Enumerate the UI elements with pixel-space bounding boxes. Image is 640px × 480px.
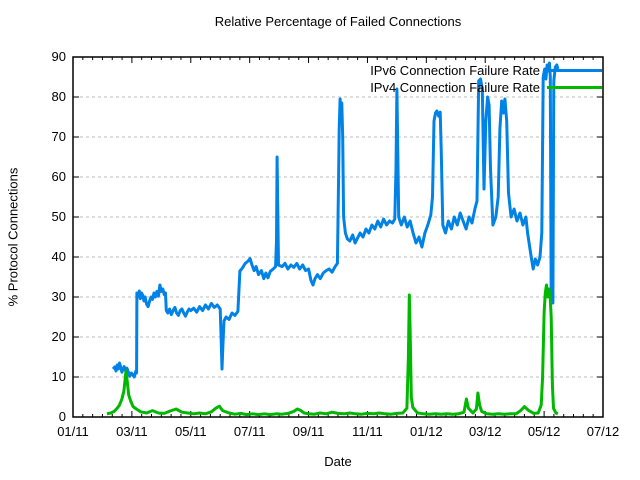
svg-text:90: 90 [52,49,66,64]
chart-title: Relative Percentage of Failed Connection… [214,14,462,29]
x-axis-label: Date [324,454,352,469]
svg-text:11/11: 11/11 [352,424,383,439]
ipv4-line-sample-icon [547,86,602,89]
svg-text:50: 50 [52,209,66,224]
svg-text:07/11: 07/11 [234,424,266,439]
legend-item-ipv6: IPv6 Connection Failure Rate [290,62,602,79]
svg-text:03/11: 03/11 [116,424,148,439]
svg-text:05/12: 05/12 [528,424,561,439]
svg-text:30: 30 [52,289,66,304]
svg-text:10: 10 [52,369,66,384]
svg-text:70: 70 [52,129,66,144]
svg-text:03/12: 03/12 [469,424,502,439]
legend-item-ipv4: IPv4 Connection Failure Rate [290,79,602,96]
svg-text:01/11: 01/11 [57,424,89,439]
legend-label-ipv6: IPv6 Connection Failure Rate [370,63,540,78]
svg-text:80: 80 [52,89,66,104]
y-axis-label: % Protocol Connections [5,167,21,307]
svg-text:01/12: 01/12 [410,424,443,439]
legend-label-ipv4: IPv4 Connection Failure Rate [370,80,540,95]
svg-text:05/11: 05/11 [175,424,207,439]
svg-text:40: 40 [52,249,66,264]
ipv6-line-sample-icon [547,69,602,72]
svg-text:07/12: 07/12 [587,424,620,439]
svg-text:60: 60 [52,169,66,184]
svg-text:0: 0 [59,409,66,424]
legend: IPv6 Connection Failure Rate IPv4 Connec… [290,62,602,96]
svg-text:09/11: 09/11 [293,424,325,439]
svg-text:20: 20 [52,329,66,344]
